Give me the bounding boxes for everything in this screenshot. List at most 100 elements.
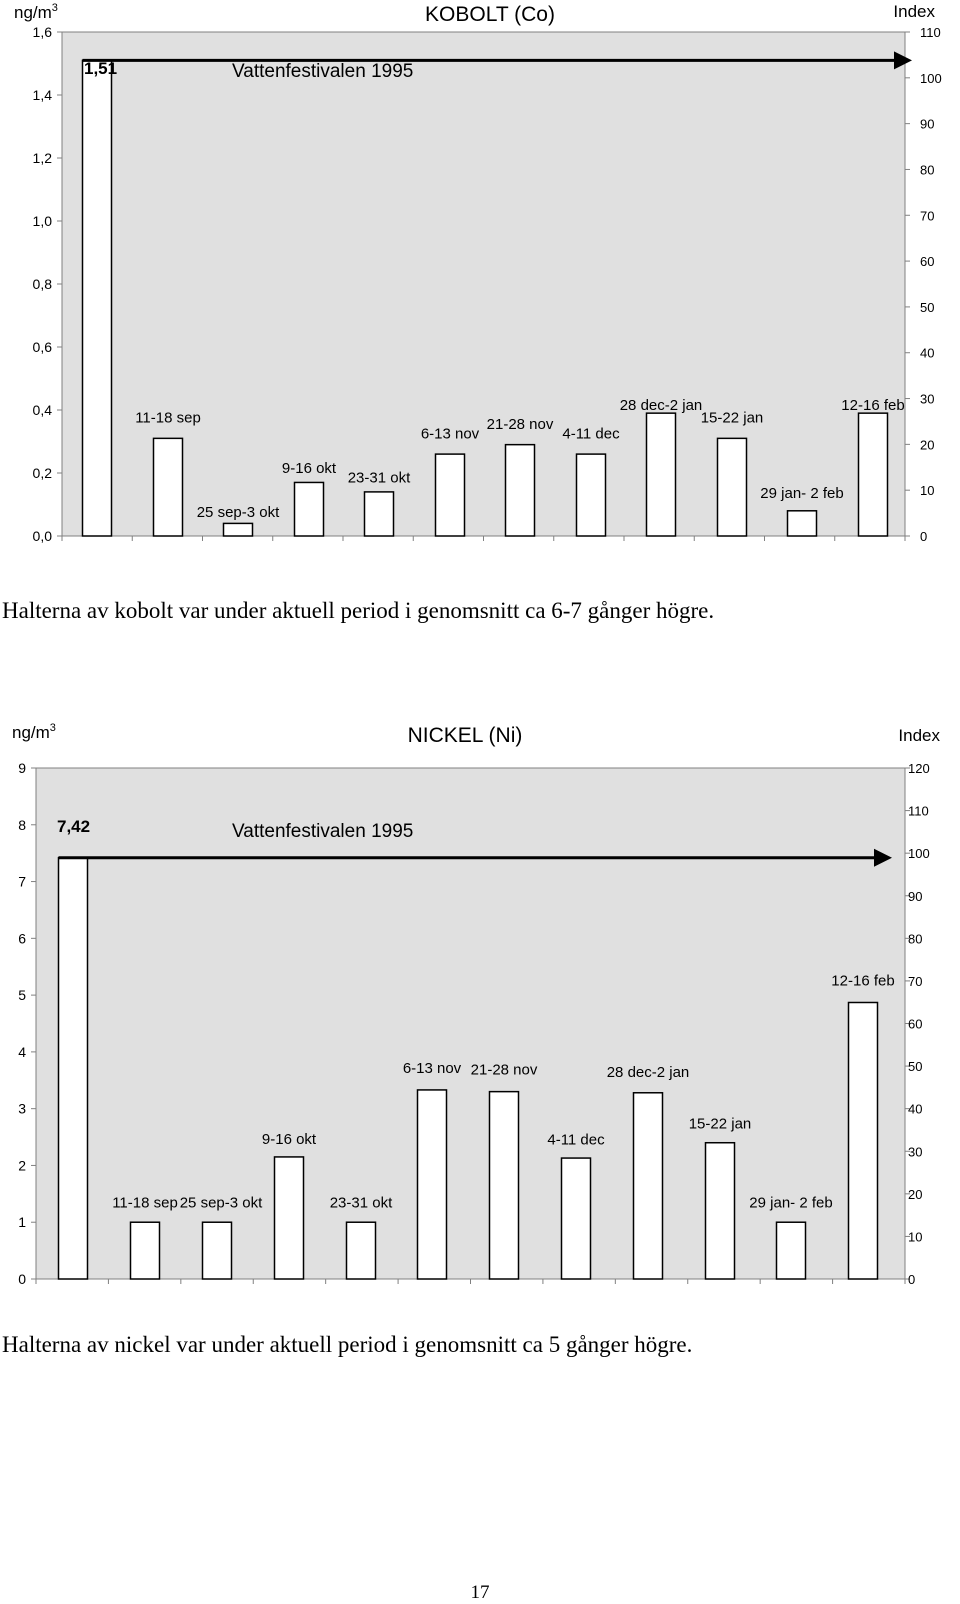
left-axis-unit: ng/m3 xyxy=(12,722,56,742)
left-tick-label: 3 xyxy=(18,1101,26,1117)
right-tick-label: 60 xyxy=(908,1017,922,1032)
right-tick-label: 100 xyxy=(908,846,930,861)
left-tick-label: 0,2 xyxy=(33,465,53,481)
right-axis-ticks: 0 10 20 30 40 50 60 70 80 90 100 110 xyxy=(905,25,942,544)
right-tick-label: 60 xyxy=(920,254,934,269)
bar xyxy=(575,453,607,537)
bars: 11-18 sep 25 sep-3 okt 9-16 okt 23-31 okt 6-… xyxy=(81,59,905,537)
right-tick-label: 20 xyxy=(920,437,934,452)
bar xyxy=(847,1001,879,1280)
page-number: 17 xyxy=(470,1582,490,1603)
bar xyxy=(560,1157,592,1280)
bar-label: 11-18 sep xyxy=(112,1194,178,1211)
left-axis-unit: ng/m3 xyxy=(14,2,58,22)
right-tick-label: 100 xyxy=(920,71,942,86)
bar xyxy=(434,453,466,537)
right-tick-label: 0 xyxy=(908,1272,915,1287)
left-axis-ticks: 0 1 2 3 4 5 6 7 8 9 xyxy=(18,760,36,1287)
left-tick-label: 8 xyxy=(18,817,26,833)
bar-label: 21-28 nov xyxy=(471,1062,538,1079)
left-tick-label: 1,6 xyxy=(33,24,53,40)
bar xyxy=(129,1221,161,1280)
right-tick-label: 10 xyxy=(920,483,934,498)
chart-title: NICKEL (Ni) xyxy=(408,724,523,747)
bar xyxy=(632,1092,664,1280)
bar-label: 15-22 jan xyxy=(701,410,764,427)
bar-label: 9-16 okt xyxy=(282,460,337,477)
bar xyxy=(786,510,818,537)
nickel-chart: ng/m3 NICKEL (Ni) Index 0 1 2 3 4 5 6 7 8 9 0 10 20… xyxy=(12,722,940,1287)
bar-label: 29 jan- 2 feb xyxy=(749,1194,832,1211)
bar xyxy=(716,437,748,537)
left-tick-label: 1,0 xyxy=(33,213,53,229)
right-axis-ticks: 0 10 20 30 40 50 60 70 80 90 100 110 120 xyxy=(905,761,930,1287)
bar xyxy=(201,1221,233,1280)
left-tick-label: 4 xyxy=(18,1044,26,1060)
right-axis-unit: Index xyxy=(898,726,940,745)
right-tick-label: 0 xyxy=(920,529,927,544)
bar xyxy=(345,1221,377,1280)
left-tick-label: 9 xyxy=(18,760,26,776)
left-tick-label: 0,0 xyxy=(33,528,53,544)
left-tick-label: 0,8 xyxy=(33,276,53,292)
bar-label: 12-16 feb xyxy=(841,397,904,414)
right-tick-label: 70 xyxy=(920,208,934,223)
bar-label: 25 sep-3 okt xyxy=(180,1194,263,1211)
bar-label: 15-22 jan xyxy=(689,1116,752,1133)
x-axis-ticks xyxy=(35,1279,906,1284)
right-axis-unit: Index xyxy=(893,2,935,21)
left-tick-label: 1,2 xyxy=(33,150,53,166)
left-tick-label: 0,4 xyxy=(33,402,53,418)
bar-label: 11-18 sep xyxy=(135,410,201,427)
right-tick-label: 70 xyxy=(908,974,922,989)
right-tick-label: 90 xyxy=(908,889,922,904)
right-tick-label: 110 xyxy=(908,804,929,819)
reference-value-label: 7,42 xyxy=(57,817,90,836)
reference-value-label: 1,51 xyxy=(84,59,117,78)
bar xyxy=(152,437,184,537)
nickel-caption: Halterna av nickel var under aktuell per… xyxy=(2,1332,693,1357)
bar xyxy=(645,412,677,537)
right-tick-label: 10 xyxy=(908,1229,922,1244)
left-tick-label: 6 xyxy=(18,930,26,946)
left-tick-label: 7 xyxy=(18,874,26,890)
right-tick-label: 50 xyxy=(920,300,934,315)
left-axis-ticks: 0,0 0,2 0,4 0,6 0,8 1,0 1,2 1,4 1,6 xyxy=(33,24,62,544)
bar xyxy=(704,1141,736,1280)
left-tick-label: 0 xyxy=(18,1271,26,1287)
left-tick-label: 2 xyxy=(18,1157,26,1173)
left-tick-label: 5 xyxy=(18,987,26,1003)
bar xyxy=(57,856,89,1280)
bar xyxy=(273,1156,305,1280)
left-tick-label: 1,4 xyxy=(33,87,53,103)
bar-label: 6-13 nov xyxy=(421,425,480,442)
bar-label: 23-31 okt xyxy=(330,1194,393,1211)
right-tick-label: 90 xyxy=(920,117,934,132)
bar xyxy=(293,481,325,537)
bar xyxy=(775,1221,807,1280)
reference-arrow-head xyxy=(874,848,892,867)
right-tick-label: 80 xyxy=(908,931,922,946)
right-tick-label: 110 xyxy=(920,25,941,40)
left-tick-label: 1 xyxy=(18,1214,26,1230)
bar xyxy=(363,491,395,537)
chart-title: KOBOLT (Co) xyxy=(425,3,555,26)
cobalt-chart: ng/m3 KOBOLT (Co) Index 0,0 0,2 0,4 0,6 0,8 1… xyxy=(14,2,942,544)
bar xyxy=(857,412,889,537)
bar-label: 29 jan- 2 feb xyxy=(760,485,843,502)
x-axis-ticks xyxy=(61,536,906,541)
bar xyxy=(504,443,536,537)
bar-label: 9-16 okt xyxy=(262,1131,317,1148)
bar xyxy=(416,1089,448,1280)
reference-label: Vattenfestivalen 1995 xyxy=(232,61,413,82)
right-tick-label: 20 xyxy=(908,1187,922,1202)
reference-arrow-head xyxy=(894,51,912,70)
plot-area xyxy=(61,31,906,537)
left-tick-label: 0,6 xyxy=(33,339,53,355)
bar-label: 23-31 okt xyxy=(348,469,411,486)
bar-label: 4-11 dec xyxy=(547,1131,605,1148)
bar-label: 21-28 nov xyxy=(487,416,554,433)
right-tick-label: 30 xyxy=(920,392,934,407)
bar xyxy=(222,522,254,537)
right-tick-label: 30 xyxy=(908,1144,922,1159)
